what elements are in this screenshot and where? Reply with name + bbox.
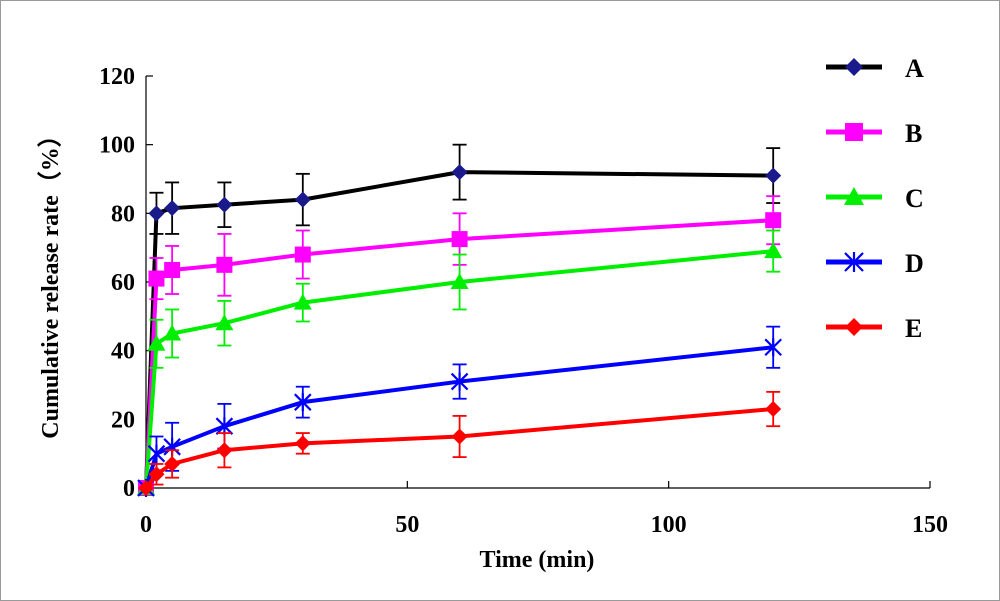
data-point	[764, 242, 783, 259]
series-B	[138, 195, 782, 496]
legend-item-A: A	[826, 54, 924, 83]
series-layer	[137, 143, 783, 497]
series-D	[137, 325, 782, 497]
legend-marker	[845, 123, 863, 141]
legend-label: E	[905, 314, 922, 343]
data-point	[451, 164, 468, 181]
data-point	[164, 261, 181, 278]
data-point	[163, 324, 182, 341]
data-point	[765, 167, 782, 184]
data-point	[294, 435, 311, 452]
y-axis-title: Cumulative release rate（%）	[37, 123, 64, 438]
data-point	[451, 428, 468, 445]
legend-item-B: B	[826, 119, 922, 148]
data-point	[294, 246, 311, 263]
legend: A B C D E	[826, 54, 924, 343]
x-tick-label: 50	[395, 512, 419, 538]
x-tick-label: 0	[140, 512, 152, 538]
legend-label: B	[905, 119, 922, 148]
legend-label: A	[905, 54, 924, 83]
data-point	[450, 273, 469, 289]
data-point	[450, 372, 469, 391]
y-tick-label: 120	[99, 64, 135, 90]
y-tick-label: 100	[99, 133, 135, 159]
y-tick-label: 80	[111, 201, 135, 227]
data-point	[216, 256, 233, 273]
data-point	[148, 270, 165, 287]
legend-marker	[845, 318, 863, 336]
x-axis-title: Time (min)	[480, 547, 595, 573]
data-point	[294, 191, 311, 208]
data-point	[164, 455, 181, 472]
data-point	[147, 444, 166, 463]
data-point	[148, 466, 165, 483]
data-point	[451, 231, 468, 248]
y-tick-label: 0	[123, 476, 135, 502]
data-point	[765, 212, 782, 229]
legend-item-E: E	[826, 314, 922, 343]
series-E	[138, 390, 782, 496]
axes: 0 20 40 60 80 100 120 0 50 100 150	[99, 64, 948, 538]
legend-marker	[844, 187, 864, 205]
series-C	[137, 229, 783, 495]
data-point	[293, 293, 312, 310]
legend-label: D	[905, 249, 924, 278]
legend-marker	[845, 58, 863, 76]
x-tick-label: 100	[651, 512, 687, 538]
x-tick-label: 150	[912, 512, 948, 538]
data-point	[148, 205, 165, 222]
data-point	[764, 338, 782, 357]
data-point	[164, 200, 181, 217]
data-point	[215, 314, 234, 331]
y-tick-label: 20	[111, 407, 135, 433]
data-point	[147, 334, 166, 351]
data-point	[216, 196, 233, 213]
data-point	[765, 401, 782, 418]
data-point	[294, 393, 312, 412]
legend-label: C	[905, 184, 924, 213]
data-point	[138, 480, 154, 496]
y-tick-label: 40	[111, 339, 135, 365]
legend-item-D: D	[826, 249, 924, 278]
y-tick-label: 60	[111, 270, 135, 296]
data-point	[216, 442, 233, 459]
legend-item-C: C	[826, 184, 924, 213]
legend-marker	[844, 252, 864, 272]
